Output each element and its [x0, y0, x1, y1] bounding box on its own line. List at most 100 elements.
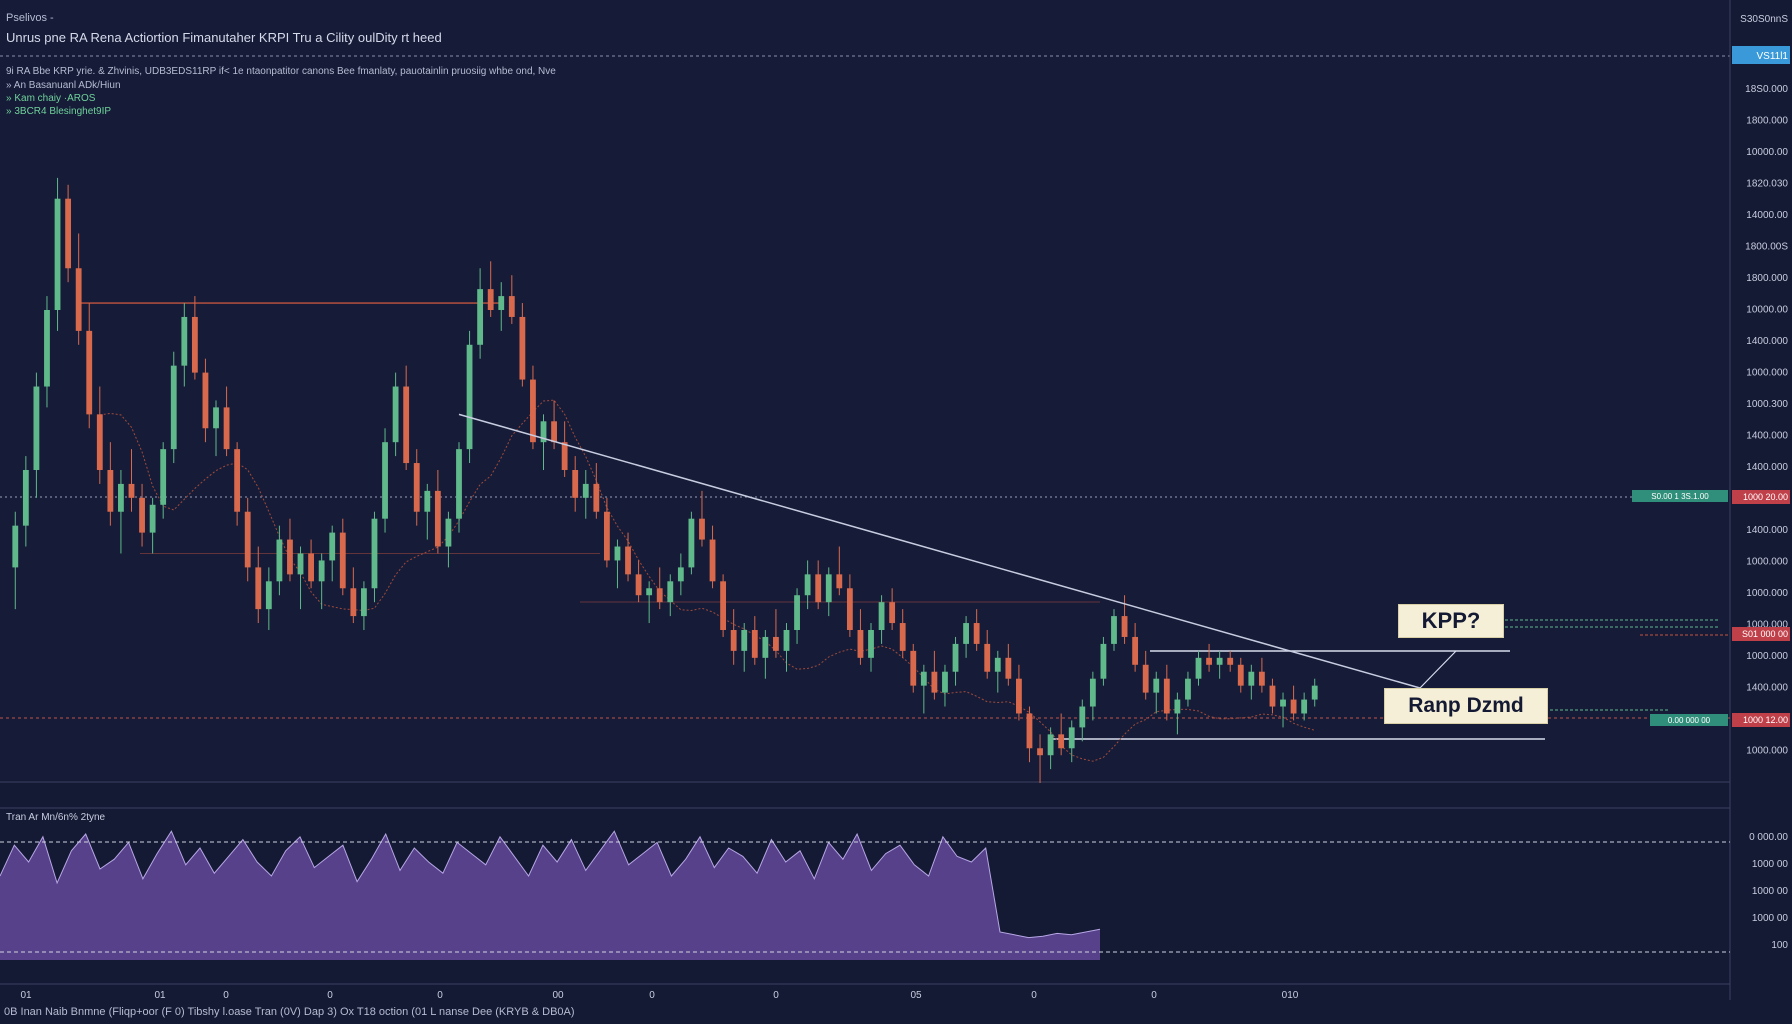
candle-body [984, 643, 991, 672]
price-tick-label: 1000.000 [1746, 368, 1788, 379]
candle-body [1195, 657, 1202, 679]
candle-body [656, 588, 663, 603]
moving-average-layer [99, 399, 1315, 762]
price-tick-label: 1800.000 [1746, 273, 1788, 284]
candle-body [688, 518, 695, 568]
candle-body [815, 574, 822, 603]
candle-body [139, 497, 145, 533]
candle-body [12, 525, 19, 568]
candle-body [1163, 678, 1170, 714]
x-tick-label: 0 [1151, 990, 1157, 1001]
info-line-1: 9i RA Bbe KRP yrie. & Zhvinis, UDB3EDS11… [6, 66, 556, 77]
price-tick-label: 1000.000 [1746, 588, 1788, 599]
candle-body [508, 296, 515, 317]
candle-body [794, 595, 800, 630]
candle-body [181, 316, 188, 366]
candle-body [762, 636, 769, 658]
candle-body [86, 330, 93, 415]
candle-body [1142, 664, 1149, 693]
candle-body [1016, 678, 1022, 714]
candle-body [1132, 636, 1139, 665]
x-tick-label: 0 [649, 990, 655, 1001]
candle-body [530, 379, 536, 443]
candle-body [361, 588, 367, 617]
candle-body [1216, 657, 1223, 665]
candle-body [857, 630, 864, 658]
candle-body [65, 198, 72, 269]
candle-body [1068, 727, 1075, 749]
candle-body [308, 553, 314, 582]
candle-body [603, 511, 610, 561]
candle-body [382, 442, 388, 519]
candle-body [677, 567, 684, 582]
candle-body [878, 602, 885, 630]
candle-body [1301, 699, 1308, 714]
price-tick-label: 18S0.000 [1745, 84, 1788, 95]
candle-body [466, 344, 473, 450]
candle-body [836, 574, 843, 589]
candle-body [699, 518, 705, 540]
x-tick-label: 0 [773, 990, 779, 1001]
candle-body [265, 581, 272, 610]
candle-body [635, 574, 642, 596]
candle-body [255, 567, 262, 610]
price-tick-label: 1400.000 [1746, 431, 1788, 442]
trendline-layer [458, 413, 1421, 689]
candle-body [1206, 657, 1212, 665]
candle-body [804, 574, 811, 596]
candle-body [730, 630, 737, 651]
candle-body [1026, 713, 1033, 749]
candle-body [846, 588, 853, 630]
candle-body [963, 623, 969, 644]
candle-body [646, 588, 653, 596]
price-tick-label: 1000.000 [1746, 620, 1788, 631]
price-tick-label: 14000.00 [1746, 210, 1788, 221]
price-axis-layer: S30S0nnS VS11l1 18S0.000 1800.000 10000.00 18… [1632, 14, 1790, 951]
candle-body [1100, 643, 1107, 679]
candle-body [392, 386, 399, 443]
candle-body [234, 449, 241, 512]
candle-body [614, 546, 621, 561]
candle-body [244, 511, 251, 568]
candle-body [223, 407, 230, 450]
candle-body [22, 470, 29, 526]
footer-status: 0B Inan Naib Bnmne (Fliqp+oor (F 0) Tibs… [4, 1006, 575, 1018]
marker-red-right-bg [1732, 627, 1790, 641]
marker-mid-left: S0.00 1 3S.1.00 [1651, 492, 1709, 501]
price-tick-label: 1000.000 [1746, 651, 1788, 662]
candle-body [519, 316, 526, 380]
x-tick-label: 01 [20, 990, 32, 1001]
price-tick-label: 1800.00S [1745, 242, 1788, 253]
candle-body [118, 483, 124, 512]
x-tick-label: 0 [327, 990, 333, 1001]
candle-body [593, 483, 600, 512]
candle-body [572, 470, 579, 498]
candle-body [899, 623, 906, 651]
x-tick-label: 05 [910, 990, 922, 1001]
candle-body [667, 581, 674, 603]
candle-body [339, 532, 346, 589]
candle-body [1089, 678, 1096, 707]
current-price-label: VS11l1 [1756, 51, 1788, 62]
candle-body [318, 560, 325, 582]
x-tick-label: 010 [1282, 990, 1299, 1001]
candle-body [1005, 657, 1012, 679]
x-tick-label: 0 [437, 990, 443, 1001]
chart-title: Unrus pne RA Rena Actiortion Fimanutaher… [6, 30, 442, 45]
candle-body [1248, 671, 1255, 686]
candle-body [403, 386, 410, 464]
candle-body [487, 289, 494, 310]
candle-body [1047, 734, 1054, 756]
oscillator-line [0, 830, 1101, 939]
candle-body [942, 671, 948, 693]
candle-body [413, 463, 420, 512]
candle-body [625, 546, 631, 575]
candle-body [498, 296, 505, 310]
candle-body [107, 470, 114, 512]
candle-body [329, 532, 336, 561]
candle-body [1037, 748, 1043, 756]
candle-body [434, 490, 441, 547]
price-tick-label: 1820.030 [1746, 179, 1788, 190]
marker-low-left: 0.00 000 00 [1668, 716, 1711, 725]
